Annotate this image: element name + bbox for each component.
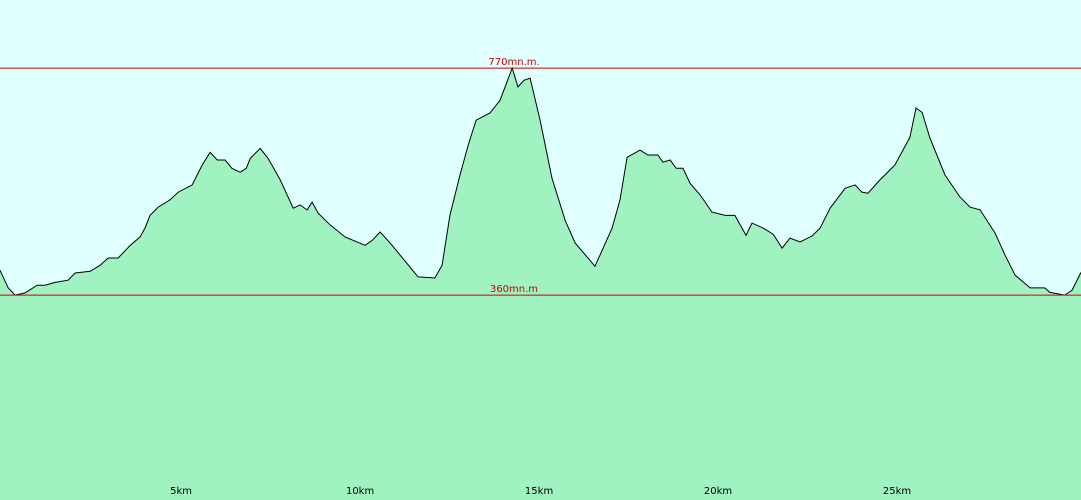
x-tick-label: 25km bbox=[883, 486, 911, 497]
x-tick-label: 10km bbox=[346, 486, 374, 497]
x-tick-label: 20km bbox=[704, 486, 732, 497]
elevation-area bbox=[0, 68, 1081, 500]
elevation-line bbox=[0, 66, 1081, 296]
y-tick-label: 770mn.m. bbox=[488, 57, 539, 68]
x-tick-label: 5km bbox=[170, 486, 192, 497]
x-tick-label: 15km bbox=[525, 486, 553, 497]
y-tick-label: 360mn.m bbox=[490, 284, 538, 295]
